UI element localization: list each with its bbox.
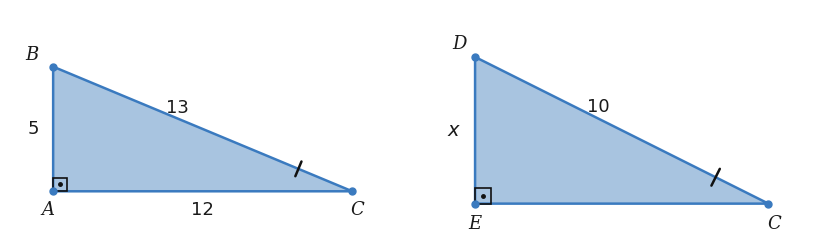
Text: D: D: [451, 35, 465, 52]
Text: 13: 13: [166, 98, 189, 116]
Text: A: A: [41, 201, 55, 219]
Text: 12: 12: [191, 201, 214, 219]
Text: E: E: [468, 215, 481, 233]
Text: C: C: [767, 215, 780, 233]
Text: x: x: [447, 121, 459, 140]
Text: C: C: [350, 201, 363, 219]
Polygon shape: [474, 57, 768, 204]
Text: 5: 5: [28, 120, 40, 138]
Text: B: B: [25, 46, 38, 64]
Polygon shape: [53, 67, 352, 191]
Text: 10: 10: [586, 98, 609, 116]
